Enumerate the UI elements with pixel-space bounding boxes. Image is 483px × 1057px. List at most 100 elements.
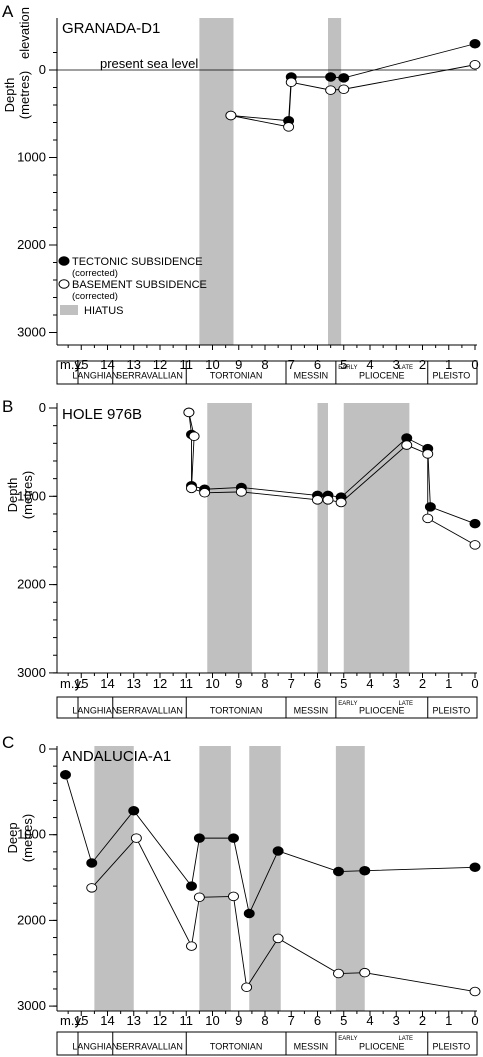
x-tick-label: 2 <box>419 676 426 691</box>
basement-point <box>422 449 434 459</box>
tectonic-point <box>228 833 239 843</box>
x-tick-label: 1 <box>445 357 452 372</box>
x-tick-label: 7 <box>288 676 295 691</box>
stage-label: PLEISTO <box>432 706 470 716</box>
basement-point <box>335 497 347 508</box>
x-tick-label: 10 <box>205 676 219 691</box>
x-tick-label: 9 <box>235 1013 242 1028</box>
stage-label: PLEISTO <box>432 1042 470 1052</box>
tectonic-point <box>333 866 344 877</box>
x-tick-label: 11 <box>180 1013 194 1028</box>
tectonic-point <box>186 881 197 891</box>
hiatus-bar <box>343 403 410 673</box>
x-tick-label: 12 <box>153 1013 167 1028</box>
legend-hiatus-label: HIATUS <box>84 305 124 317</box>
x-tick-label: 0 <box>471 676 478 691</box>
x-tick-label: 14 <box>100 676 114 691</box>
stage-label: SERRAVALLIAN <box>116 371 183 381</box>
x-tick-label: 3 <box>393 676 400 691</box>
x-tick-label: 7 <box>288 1013 295 1028</box>
basement-point <box>235 487 247 497</box>
hiatus-bar <box>335 746 365 1011</box>
tectonic-series-line <box>230 43 476 122</box>
x-tick-label: 5 <box>340 676 347 691</box>
x-tick-label: 5 <box>340 357 347 372</box>
stage-label: TORTONIAN <box>210 1042 263 1052</box>
x-tick-label: 1 <box>445 1013 452 1028</box>
legend-basement-marker <box>58 279 70 289</box>
legend: TECTONIC SUBSIDENCE(corrected)BASEMENT S… <box>58 256 207 317</box>
y-tick-label: 3000 <box>17 325 46 340</box>
tectonic-point <box>424 502 436 512</box>
stage-label: LANGHIAN <box>72 706 118 716</box>
x-axis-label: m.y. <box>60 676 84 691</box>
basement-point <box>283 122 295 132</box>
basement-point <box>338 84 350 94</box>
x-tick-label: 3 <box>393 357 400 372</box>
stage-bar <box>56 1031 478 1056</box>
y-tick-label: 3000 <box>17 998 46 1013</box>
basement-point <box>469 986 481 997</box>
x-tick-label: 15 <box>74 1013 88 1028</box>
sea-level-label: present sea level <box>100 56 198 71</box>
x-tick-label: 4 <box>366 676 373 691</box>
stage-label: PLEISTO <box>432 371 470 381</box>
y-tick-label: 1000 <box>17 150 46 165</box>
hiatus-bar <box>94 746 134 1011</box>
x-axis-label: m.y. <box>60 1013 84 1028</box>
stage-sublabel-late: LATE <box>398 1036 413 1042</box>
y-axis-label: Depth(metres) <box>2 71 32 119</box>
x-tick-label: 0 <box>471 1013 478 1028</box>
basement-point <box>285 77 297 87</box>
x-tick-label: 8 <box>261 357 268 372</box>
y-axis-label-upper: elevation <box>17 7 32 59</box>
stage-label: MESSIN <box>294 1042 329 1052</box>
basement-point <box>186 483 197 494</box>
basement-point <box>130 833 142 843</box>
y-axis-label-line: (metres) <box>17 71 32 119</box>
legend-basement-label: BASEMENT SUBSIDENCE <box>72 279 207 291</box>
stage-sublabel-early: EARLY <box>338 365 357 371</box>
basement-point <box>312 495 323 505</box>
x-tick-label: 6 <box>314 1013 321 1028</box>
y-axis-label: Depth(metres) <box>5 471 35 519</box>
x-tick-label: 6 <box>314 357 321 372</box>
basement-point <box>199 488 211 498</box>
x-tick-label: 15 <box>74 676 88 691</box>
stage-sublabel-late: LATE <box>398 701 413 707</box>
x-tick-label: 12 <box>153 676 167 691</box>
y-tick-label: 0 <box>39 741 46 756</box>
stage-label: PLIOCENE <box>359 371 405 381</box>
basement-point <box>183 407 195 418</box>
basement-point <box>225 110 237 121</box>
x-tick-label: 4 <box>366 357 373 372</box>
hiatus-bar <box>207 403 252 673</box>
well-title: GRANADA-D1 <box>62 20 160 37</box>
y-tick-label: 2000 <box>17 577 46 592</box>
tectonic-point <box>86 858 98 868</box>
y-tick-label: 0 <box>39 400 46 415</box>
basement-point <box>469 60 481 70</box>
hiatus-bar <box>317 403 328 673</box>
stage-label: TORTONIAN <box>210 371 263 381</box>
basement-point <box>241 982 253 992</box>
stage-label: SERRAVALLIAN <box>116 1042 183 1052</box>
x-tick-label: 4 <box>366 1013 373 1028</box>
y-tick-label: 2000 <box>17 237 46 252</box>
y-axis-label: Deep(metres) <box>5 814 35 862</box>
x-tick-label: 8 <box>261 1013 268 1028</box>
panel-letter: A <box>2 2 14 21</box>
y-tick-label: 1000 <box>17 488 46 503</box>
x-tick-label: 13 <box>127 676 141 691</box>
tectonic-point <box>193 833 205 843</box>
stage-sublabel-late: LATE <box>398 365 413 371</box>
tectonic-point <box>469 518 481 529</box>
y-axis-label-line: Deep <box>5 822 20 853</box>
y-axis-label-line: Depth <box>2 78 17 113</box>
y-tick-label: 2000 <box>17 912 46 927</box>
basement-series-line <box>230 64 476 128</box>
x-tick-label: 10 <box>205 1013 219 1028</box>
x-tick-label: 9 <box>235 357 242 372</box>
